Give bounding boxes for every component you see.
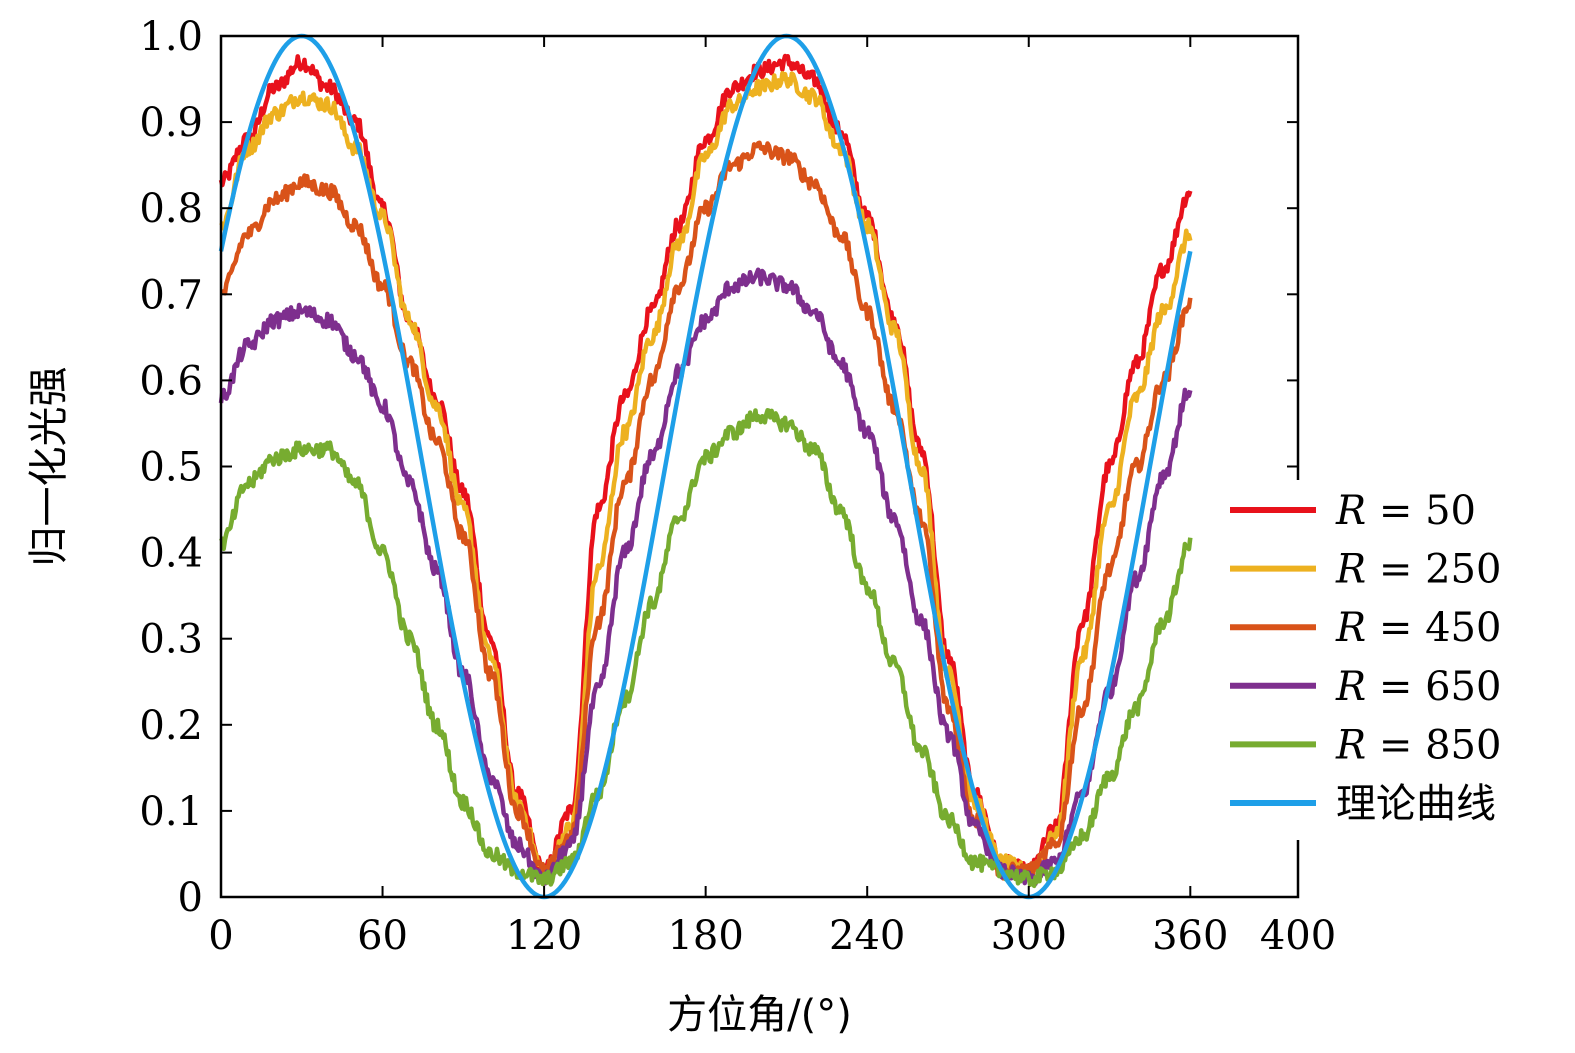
y-tick-label: 0.3 — [139, 617, 203, 663]
ticks-layer: 0 60 120 180 240 300 360 400 0 0.1 0.2 0.3 0.4 0.5 0.6… — [139, 14, 1336, 959]
legend-label: R = 50 — [1335, 488, 1476, 534]
y-axis-title: 归一化光强 — [26, 367, 72, 567]
x-tick-label: 180 — [667, 913, 743, 959]
x-tick-label: 240 — [829, 913, 905, 959]
series-line — [219, 71, 1193, 880]
y-tick-label: 1.0 — [139, 14, 203, 60]
series-line — [218, 267, 1193, 887]
x-tick-label: 400 — [1260, 913, 1336, 959]
y-tick-label: 0.8 — [139, 186, 203, 232]
y-tick-label: 0.6 — [139, 358, 203, 404]
y-tick-label: 0.2 — [139, 703, 203, 749]
legend-background — [1218, 480, 1563, 840]
x-tick-label: 0 — [208, 913, 233, 959]
y-tick-label: 0.9 — [139, 100, 203, 146]
legend-label: R = 250 — [1335, 547, 1501, 593]
y-tick-label: 0.7 — [139, 272, 203, 318]
x-axis-title: 方位角/(°) — [667, 992, 852, 1038]
y-tick-label: 0.5 — [139, 445, 203, 491]
series-layer — [218, 33, 1193, 900]
legend-label: R = 850 — [1335, 722, 1501, 768]
x-tick-label: 360 — [1152, 913, 1228, 959]
x-tick-label: 120 — [506, 913, 582, 959]
x-tick-label: 300 — [991, 913, 1067, 959]
legend-label: R = 650 — [1335, 664, 1501, 710]
x-tick-label: 60 — [357, 913, 408, 959]
legend: R = 50 R = 250 R = 450 R = 650 R = 850 理论曲线 — [1218, 480, 1563, 840]
series-line — [219, 408, 1193, 889]
y-tick-label: 0 — [178, 875, 203, 921]
y-tick-label: 0.4 — [139, 531, 203, 577]
y-tick-label: 0.1 — [139, 789, 203, 835]
legend-label: 理论曲线 — [1336, 781, 1496, 827]
legend-label: R = 450 — [1335, 605, 1501, 651]
